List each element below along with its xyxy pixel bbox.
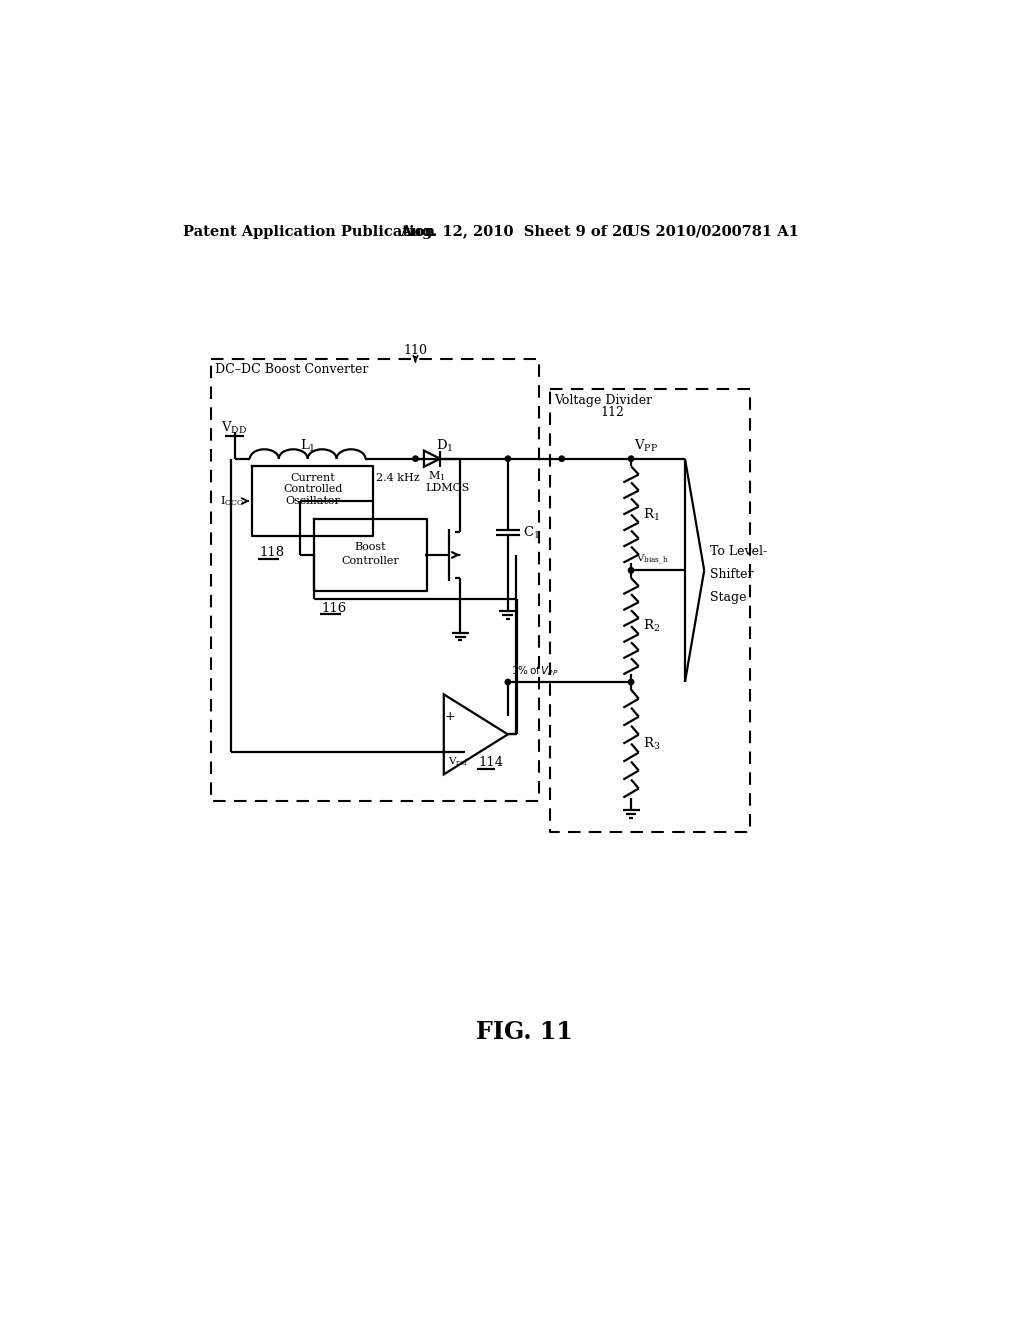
Circle shape: [559, 455, 564, 462]
Text: Shifter: Shifter: [711, 568, 754, 581]
Text: $\mathregular{V_{PP}}$: $\mathregular{V_{PP}}$: [634, 438, 658, 454]
Text: −: −: [444, 746, 455, 759]
Text: Aug. 12, 2010  Sheet 9 of 20: Aug. 12, 2010 Sheet 9 of 20: [400, 224, 633, 239]
Text: $\mathregular{V_{bias\_h}}$: $\mathregular{V_{bias\_h}}$: [636, 553, 669, 566]
Text: 118: 118: [260, 546, 285, 560]
Text: Current: Current: [290, 473, 335, 483]
Text: 116: 116: [322, 602, 347, 615]
Text: $\mathregular{I_{CCO}}$: $\mathregular{I_{CCO}}$: [220, 494, 244, 508]
Text: $\mathregular{V_{DD}}$: $\mathregular{V_{DD}}$: [220, 420, 247, 436]
Text: $\mathregular{D_1}$: $\mathregular{D_1}$: [436, 438, 454, 454]
Text: Oscillator: Oscillator: [286, 496, 340, 506]
Text: Patent Application Publication: Patent Application Publication: [183, 224, 435, 239]
Text: $\mathregular{M_1}$: $\mathregular{M_1}$: [428, 469, 445, 483]
Text: 112: 112: [600, 407, 625, 418]
Text: 114: 114: [478, 756, 504, 768]
Text: $1\%\,\mathrm{of}\,V_{PP}$: $1\%\,\mathrm{of}\,V_{PP}$: [511, 664, 559, 678]
Text: 110: 110: [403, 345, 427, 358]
Circle shape: [629, 568, 634, 573]
Circle shape: [505, 455, 511, 462]
Text: LDMOS: LDMOS: [425, 483, 470, 492]
Circle shape: [505, 680, 511, 685]
Text: $\mathregular{R_1}$: $\mathregular{R_1}$: [643, 507, 660, 523]
Text: DC–DC Boost Converter: DC–DC Boost Converter: [215, 363, 369, 376]
Circle shape: [413, 455, 418, 462]
Text: Stage: Stage: [711, 591, 746, 603]
Text: $\mathregular{R_2}$: $\mathregular{R_2}$: [643, 618, 660, 634]
Text: +: +: [444, 710, 455, 723]
Text: Voltage Divider: Voltage Divider: [554, 393, 652, 407]
Text: 2.4 kHz: 2.4 kHz: [376, 473, 420, 483]
Circle shape: [629, 455, 634, 462]
Text: $\mathregular{C_1}$: $\mathregular{C_1}$: [523, 524, 541, 541]
Text: US 2010/0200781 A1: US 2010/0200781 A1: [628, 224, 799, 239]
Circle shape: [629, 680, 634, 685]
Text: Controller: Controller: [342, 556, 399, 566]
Text: $\mathregular{R_3}$: $\mathregular{R_3}$: [643, 735, 660, 751]
Text: $\mathregular{L_1}$: $\mathregular{L_1}$: [300, 438, 315, 454]
Text: Boost: Boost: [354, 543, 386, 552]
Text: Controlled: Controlled: [283, 484, 342, 495]
Text: $\mathregular{V_{ref}}$: $\mathregular{V_{ref}}$: [447, 755, 468, 768]
Text: FIG. 11: FIG. 11: [476, 1020, 573, 1044]
Text: To Level-: To Level-: [711, 545, 768, 557]
